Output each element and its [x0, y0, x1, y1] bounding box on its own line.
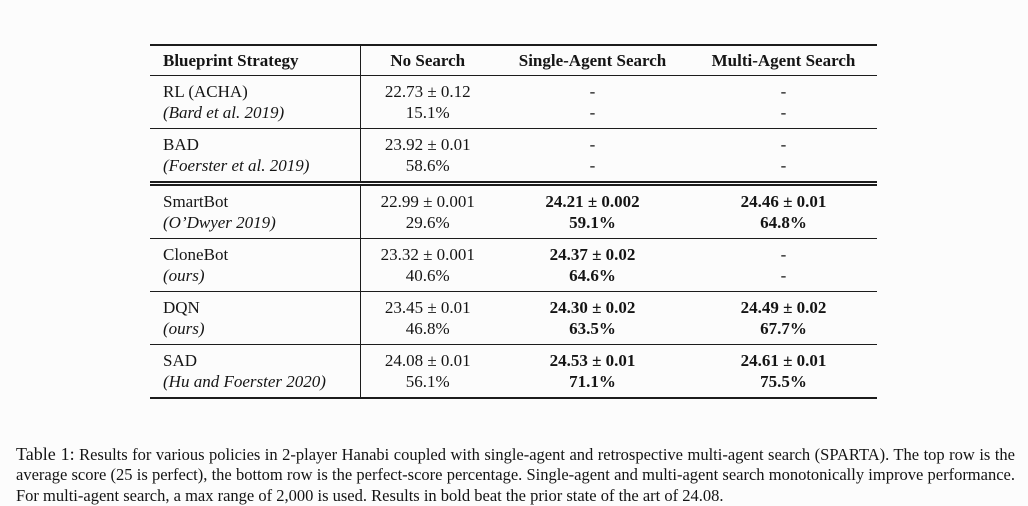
score-value: 22.73 ± 0.12 [361, 81, 496, 102]
pct-value: 64.6% [495, 265, 690, 286]
cell-multi-agent: - - [690, 76, 877, 129]
score-value: 22.99 ± 0.001 [361, 191, 496, 212]
score-value: 24.49 ± 0.02 [690, 297, 877, 318]
score-value: - [690, 244, 877, 265]
table-row-clonebot: CloneBot (ours) 23.32 ± 0.001 40.6% 24.3… [150, 239, 877, 292]
strategy-name: DQN [163, 297, 360, 318]
pct-value: 59.1% [495, 212, 690, 233]
col-header-multi-agent-search: Multi-Agent Search [690, 45, 877, 76]
strategy-citation: (Hu and Foerster 2020) [163, 371, 360, 392]
cell-multi-agent: - - [690, 239, 877, 292]
pct-value: 75.5% [690, 371, 877, 392]
cell-no-search: 22.73 ± 0.12 15.1% [360, 76, 495, 129]
table-row-dqn: DQN (ours) 23.45 ± 0.01 46.8% 24.30 ± 0.… [150, 292, 877, 345]
pct-value: 46.8% [361, 318, 496, 339]
pct-value: 40.6% [361, 265, 496, 286]
cell-single-agent: 24.37 ± 0.02 64.6% [495, 239, 690, 292]
table-row-smartbot: SmartBot (O’Dwyer 2019) 22.99 ± 0.001 29… [150, 184, 877, 239]
cell-strategy: RL (ACHA) (Bard et al. 2019) [150, 76, 360, 129]
score-value: - [495, 134, 690, 155]
pct-value: - [690, 155, 877, 176]
results-table: Blueprint Strategy No Search Single-Agen… [150, 44, 877, 399]
header-row: Blueprint Strategy No Search Single-Agen… [150, 45, 877, 76]
cell-multi-agent: - - [690, 129, 877, 184]
cell-single-agent: - - [495, 76, 690, 129]
strategy-name: SmartBot [163, 191, 360, 212]
pct-value: 15.1% [361, 102, 496, 123]
caption-text: Results for various policies in 2-player… [16, 445, 1015, 505]
strategy-citation: (Bard et al. 2019) [163, 102, 360, 123]
col-header-no-search: No Search [360, 45, 495, 76]
strategy-citation: (ours) [163, 265, 360, 286]
table-body: RL (ACHA) (Bard et al. 2019) 22.73 ± 0.1… [150, 76, 877, 399]
strategy-name: CloneBot [163, 244, 360, 265]
cell-no-search: 23.45 ± 0.01 46.8% [360, 292, 495, 345]
cell-strategy: DQN (ours) [150, 292, 360, 345]
strategy-name: SAD [163, 350, 360, 371]
cell-multi-agent: 24.49 ± 0.02 67.7% [690, 292, 877, 345]
table-row-bad: BAD (Foerster et al. 2019) 23.92 ± 0.01 … [150, 129, 877, 184]
table-caption: Table 1: Results for various policies in… [16, 444, 1015, 506]
table-header: Blueprint Strategy No Search Single-Agen… [150, 45, 877, 76]
strategy-citation: (O’Dwyer 2019) [163, 212, 360, 233]
pct-value: 64.8% [690, 212, 877, 233]
strategy-name: BAD [163, 134, 360, 155]
col-header-blueprint-strategy: Blueprint Strategy [150, 45, 360, 76]
strategy-citation: (Foerster et al. 2019) [163, 155, 360, 176]
score-value: 23.92 ± 0.01 [361, 134, 496, 155]
score-value: - [690, 134, 877, 155]
strategy-citation: (ours) [163, 318, 360, 339]
cell-single-agent: 24.30 ± 0.02 63.5% [495, 292, 690, 345]
score-value: 24.37 ± 0.02 [495, 244, 690, 265]
score-value: 23.32 ± 0.001 [361, 244, 496, 265]
pct-value: - [495, 102, 690, 123]
table-row-rl-acha: RL (ACHA) (Bard et al. 2019) 22.73 ± 0.1… [150, 76, 877, 129]
score-value: - [495, 81, 690, 102]
results-table-container: Blueprint Strategy No Search Single-Agen… [150, 44, 877, 399]
cell-no-search: 23.92 ± 0.01 58.6% [360, 129, 495, 184]
score-value: 24.61 ± 0.01 [690, 350, 877, 371]
cell-strategy: CloneBot (ours) [150, 239, 360, 292]
score-value: 24.08 ± 0.01 [361, 350, 496, 371]
pct-value: 67.7% [690, 318, 877, 339]
cell-no-search: 22.99 ± 0.001 29.6% [360, 184, 495, 239]
pct-value: 71.1% [495, 371, 690, 392]
strategy-name: RL (ACHA) [163, 81, 360, 102]
pct-value: - [495, 155, 690, 176]
pct-value: 63.5% [495, 318, 690, 339]
cell-no-search: 23.32 ± 0.001 40.6% [360, 239, 495, 292]
score-value: 24.53 ± 0.01 [495, 350, 690, 371]
pct-value: - [690, 265, 877, 286]
score-value: 24.46 ± 0.01 [690, 191, 877, 212]
cell-strategy: BAD (Foerster et al. 2019) [150, 129, 360, 184]
pct-value: 58.6% [361, 155, 496, 176]
caption-label: Table 1: [16, 444, 75, 464]
score-value: 24.21 ± 0.002 [495, 191, 690, 212]
cell-multi-agent: 24.46 ± 0.01 64.8% [690, 184, 877, 239]
cell-single-agent: - - [495, 129, 690, 184]
cell-strategy: SAD (Hu and Foerster 2020) [150, 345, 360, 399]
cell-single-agent: 24.53 ± 0.01 71.1% [495, 345, 690, 399]
cell-no-search: 24.08 ± 0.01 56.1% [360, 345, 495, 399]
pct-value: - [690, 102, 877, 123]
score-value: - [690, 81, 877, 102]
pct-value: 29.6% [361, 212, 496, 233]
cell-single-agent: 24.21 ± 0.002 59.1% [495, 184, 690, 239]
col-header-single-agent-search: Single-Agent Search [495, 45, 690, 76]
cell-multi-agent: 24.61 ± 0.01 75.5% [690, 345, 877, 399]
table-row-sad: SAD (Hu and Foerster 2020) 24.08 ± 0.01 … [150, 345, 877, 399]
score-value: 23.45 ± 0.01 [361, 297, 496, 318]
score-value: 24.30 ± 0.02 [495, 297, 690, 318]
pct-value: 56.1% [361, 371, 496, 392]
cell-strategy: SmartBot (O’Dwyer 2019) [150, 184, 360, 239]
